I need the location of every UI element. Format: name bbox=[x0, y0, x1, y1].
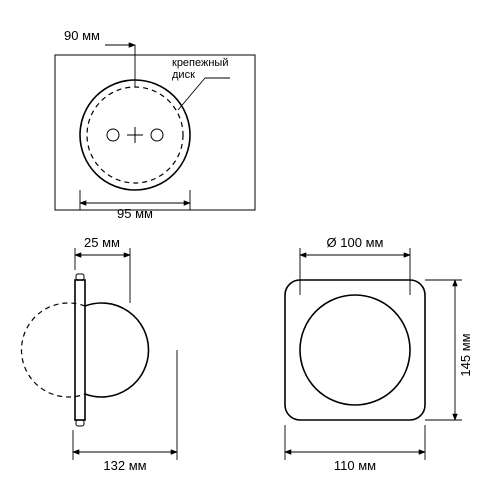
dim-25: 25 мм bbox=[84, 235, 120, 250]
dim-d100: Ø 100 мм bbox=[327, 235, 384, 250]
front-square-view: Ø 100 мм 145 мм 110 мм bbox=[285, 235, 473, 473]
dim-95: 95 мм bbox=[117, 206, 153, 221]
dim-90: 90 мм bbox=[64, 28, 100, 43]
dim-krep-l2: диск bbox=[172, 69, 195, 81]
dim-krep-l1: крепежный bbox=[172, 57, 228, 69]
dim-132: 132 мм bbox=[103, 458, 146, 473]
front-plate-view: 90 мм крепежный диск 95 мм bbox=[55, 28, 255, 221]
dim-145: 145 мм bbox=[458, 333, 473, 376]
dim-110: 110 мм bbox=[334, 458, 376, 473]
side-profile-view: 25 мм 132 мм bbox=[21, 235, 177, 473]
technical-drawing: 90 мм крепежный диск 95 мм 25 мм 132 мм bbox=[0, 0, 500, 500]
